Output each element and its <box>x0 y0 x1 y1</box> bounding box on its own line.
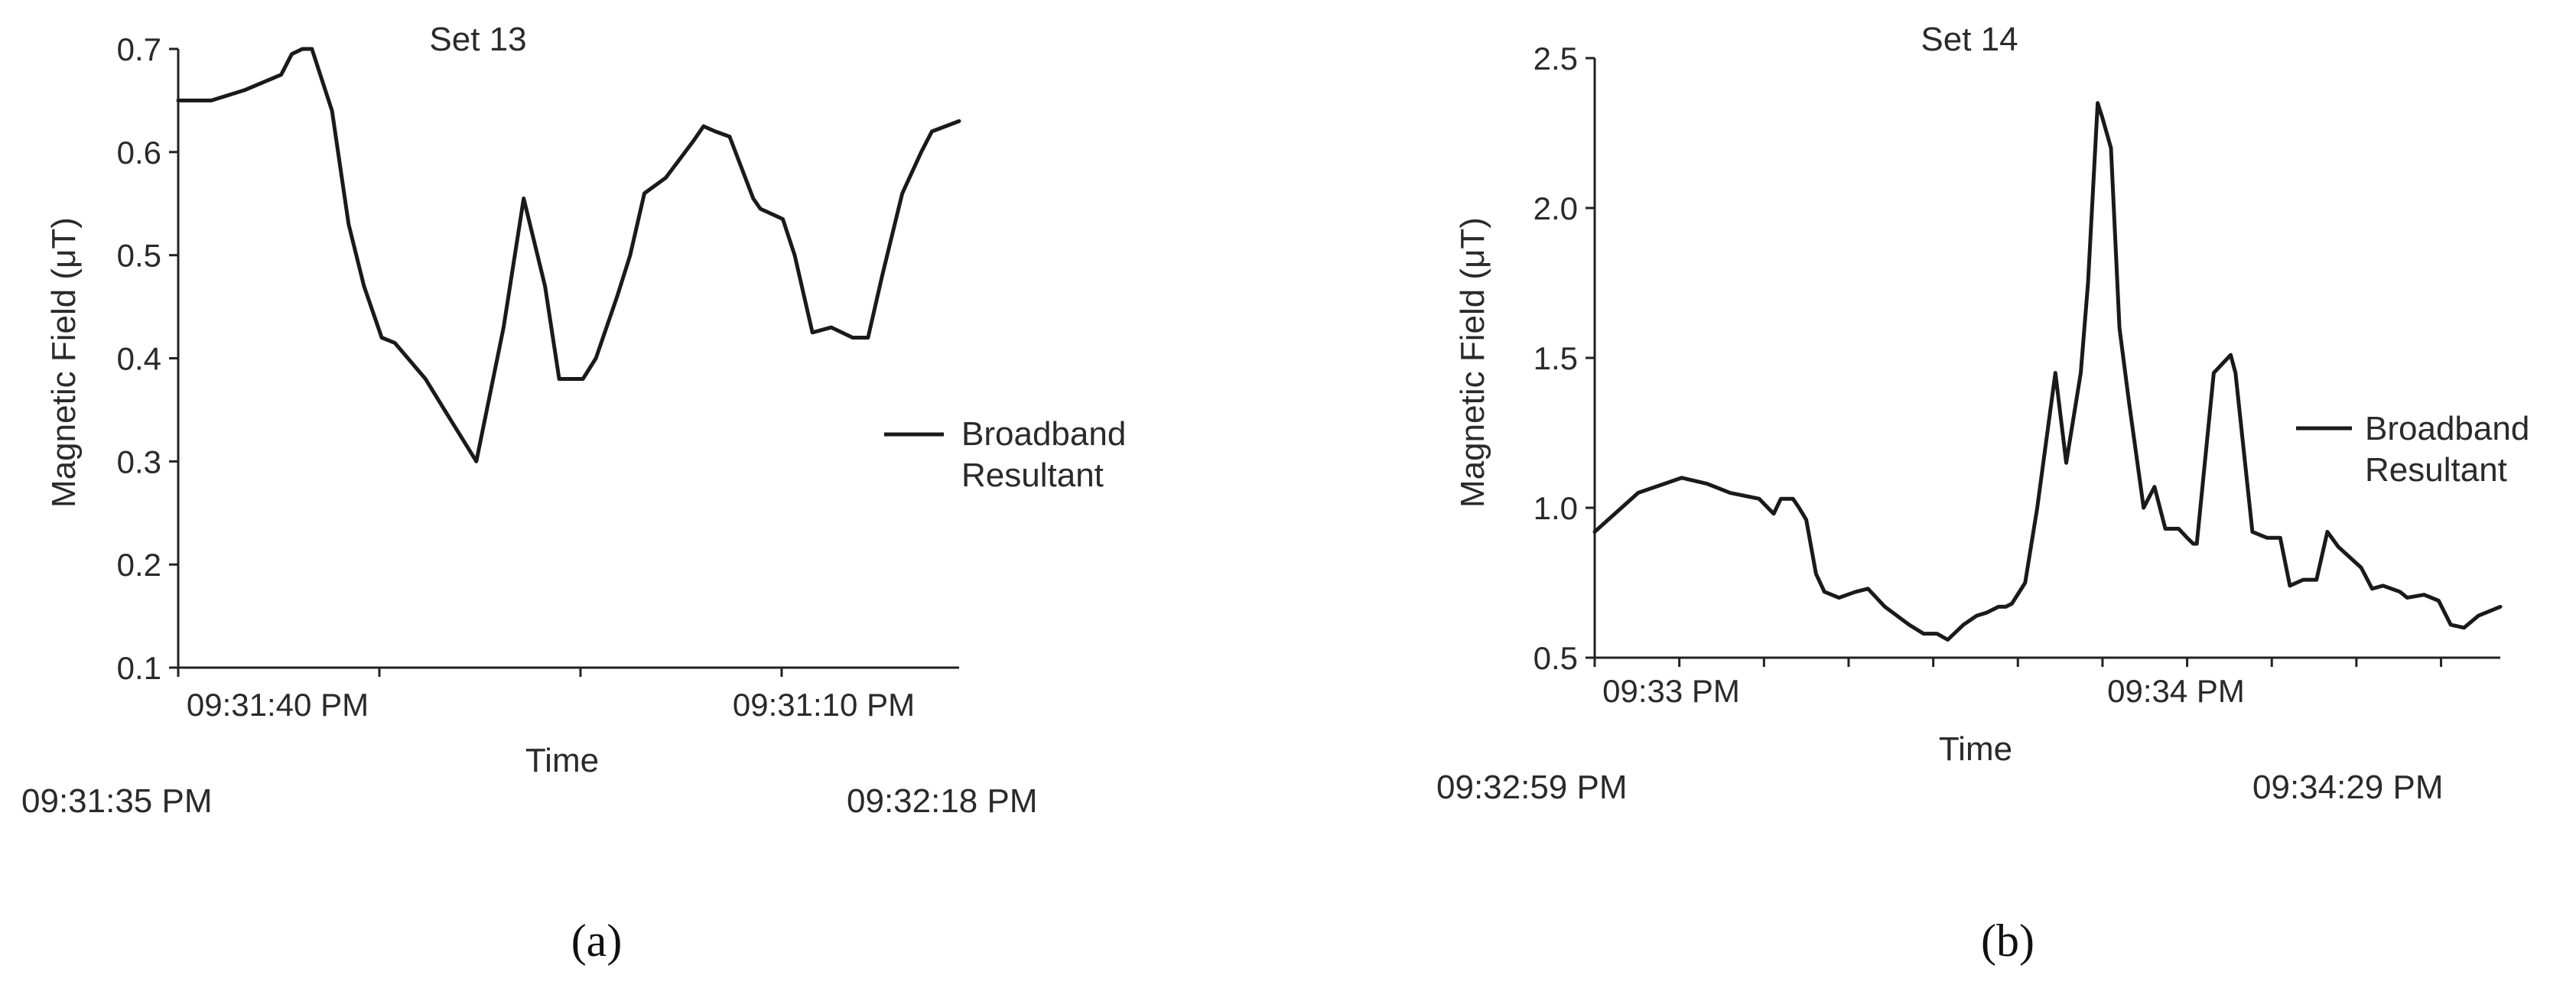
plot-area-b: 0.5 1.0 1.5 2.0 2.5 <box>1534 41 2503 676</box>
x-axis-label-a: Time <box>525 742 599 779</box>
y-tick-label-b-2: 1.5 <box>1534 340 1578 376</box>
time-start-b: 09:32:59 PM <box>1436 769 1628 806</box>
y-tick-label-b-0: 0.5 <box>1534 640 1578 676</box>
time-end-a: 09:32:18 PM <box>847 782 1038 820</box>
chart-title-a: Set 13 <box>429 21 526 58</box>
legend-text-a-line2: Resultant <box>961 457 1104 494</box>
chart-panel-b: Set 14 0.5 1.0 1.5 2.0 2.5 Magnetic Field (μ… <box>1436 21 2529 966</box>
y-tick-label-b-1: 1.0 <box>1534 490 1578 526</box>
caption-b: (b) <box>1981 915 2034 966</box>
y-tick-label-a-6: 0.7 <box>117 31 161 67</box>
y-tick-label-a-3: 0.4 <box>117 341 161 377</box>
chart-panel-a: Set 13 0.1 0.2 0.3 0.4 0.5 0.6 0.7 Magnetic Fi… <box>21 21 1126 966</box>
x-tick-label-b-0: 09:33 PM <box>1602 673 1740 709</box>
y-tick-label-a-1: 0.2 <box>117 547 161 583</box>
legend-text-b-line1: Broadband <box>2365 410 2529 447</box>
y-tick-label-a-4: 0.5 <box>117 238 161 274</box>
y-tick-label-a-0: 0.1 <box>117 650 161 686</box>
chart-title-b: Set 14 <box>1921 21 2018 58</box>
y-axis-label-b: Magnetic Field (μT) <box>1454 217 1491 508</box>
y-axis-label-a: Magnetic Field (μT) <box>45 217 83 508</box>
series-line-b-0 <box>1592 101 2503 642</box>
plot-area-a: 0.1 0.2 0.3 0.4 0.5 0.6 0.7 <box>117 31 961 686</box>
y-tick-label-b-4: 2.5 <box>1534 41 1578 76</box>
x-tick-label-a-0: 09:31:40 PM <box>187 687 369 723</box>
time-end-b: 09:34:29 PM <box>2252 769 2444 806</box>
x-tick-label-a-1: 09:31:10 PM <box>733 687 915 723</box>
series-line-a-0 <box>176 47 961 463</box>
legend-text-a-line1: Broadband <box>961 415 1126 453</box>
time-start-a: 09:31:35 PM <box>21 782 213 820</box>
x-tick-label-b-1: 09:34 PM <box>2107 673 2245 709</box>
caption-a: (a) <box>571 915 623 966</box>
y-tick-label-a-2: 0.3 <box>117 444 161 479</box>
y-tick-label-b-3: 2.0 <box>1534 190 1578 226</box>
legend-text-b-line2: Resultant <box>2365 451 2507 489</box>
x-axis-label-b: Time <box>1939 730 2012 768</box>
y-tick-label-a-5: 0.6 <box>117 135 161 171</box>
